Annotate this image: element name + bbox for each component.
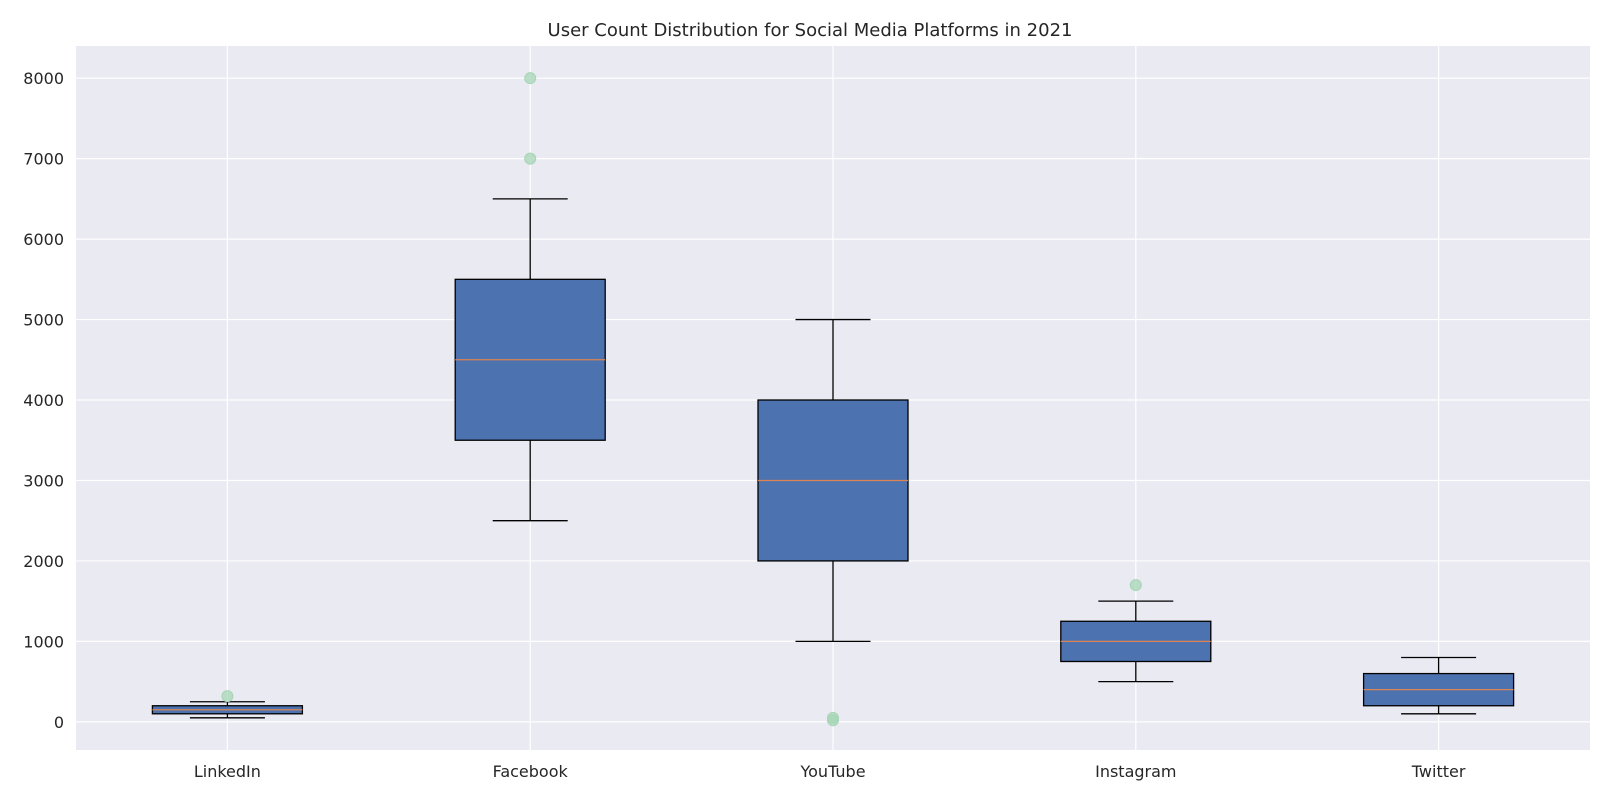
- box-twitter: [1362, 656, 1515, 715]
- y-tick-label: 4000: [23, 391, 64, 410]
- y-tick-label: 8000: [23, 69, 64, 88]
- y-tick-label: 1000: [23, 632, 64, 651]
- x-axis-ticks: LinkedIn Facebook YouTube Instagram Twitter: [194, 762, 1466, 781]
- outlier-point: [827, 711, 839, 724]
- x-tick-label: Instagram: [1095, 762, 1176, 781]
- x-tick-label: Facebook: [493, 762, 569, 781]
- y-tick-label: 7000: [23, 150, 64, 169]
- x-tick-label: YouTube: [799, 762, 865, 781]
- box-linkedin: [151, 690, 304, 719]
- outlier-point: [524, 72, 537, 85]
- outlier-point: [524, 152, 537, 165]
- x-tick-label: LinkedIn: [194, 762, 261, 781]
- boxes: [151, 72, 1515, 727]
- x-tick-label: Twitter: [1411, 762, 1466, 781]
- box-facebook: [454, 72, 606, 522]
- y-tick-label: 6000: [23, 230, 64, 249]
- y-tick-label: 3000: [23, 471, 64, 490]
- y-axis-ticks: 0 1000 2000 3000 4000 5000 6000 7000 8000: [23, 69, 64, 732]
- box-youtube: [757, 318, 909, 727]
- chart-title: User Count Distribution for Social Media…: [548, 20, 1073, 41]
- outlier-point: [1129, 579, 1142, 592]
- y-tick-label: 0: [54, 713, 64, 732]
- outlier-point: [221, 690, 234, 703]
- y-tick-label: 5000: [23, 311, 64, 330]
- box-instagram: [1060, 579, 1212, 683]
- y-tick-label: 2000: [23, 552, 64, 571]
